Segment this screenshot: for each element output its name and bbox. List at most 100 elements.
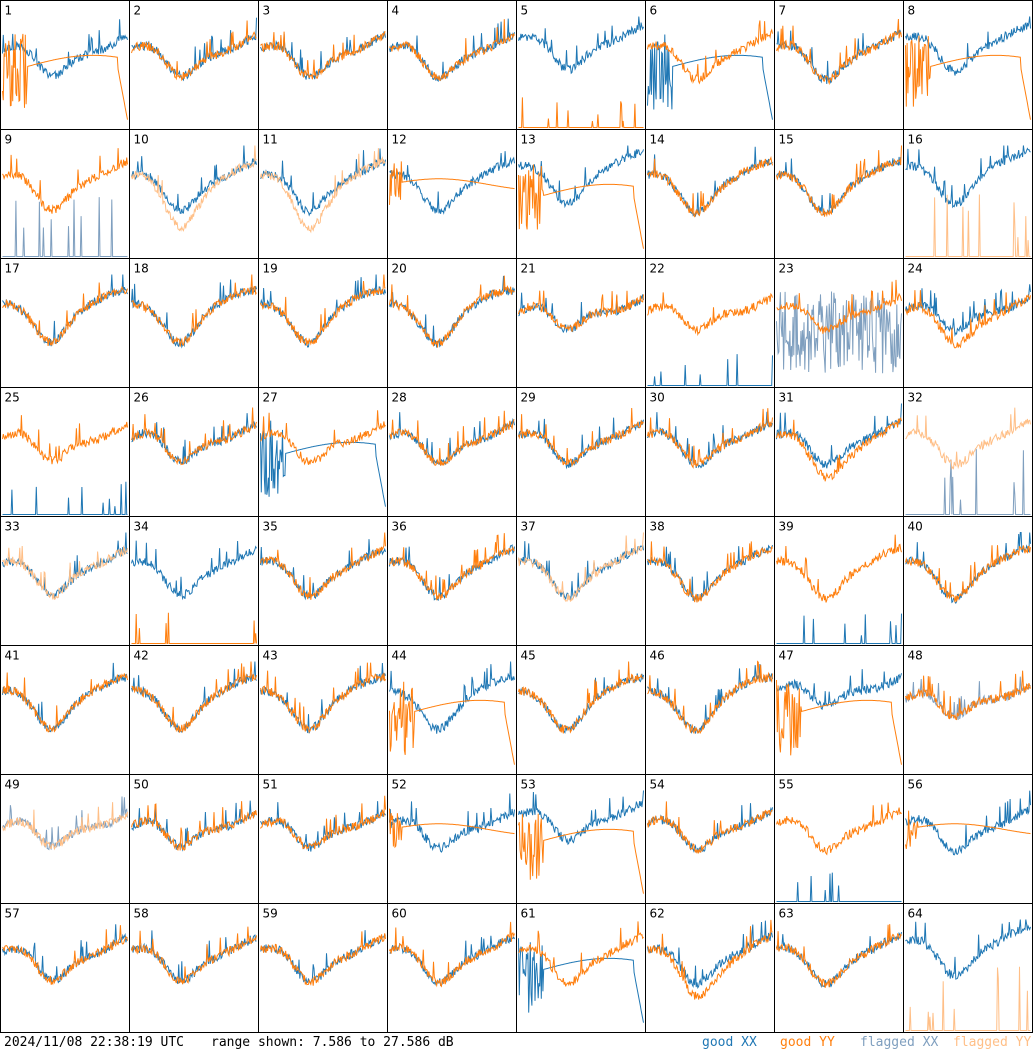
series-xx-panel-22 [647,354,773,386]
panel-23: 23 [774,258,904,388]
panel-frame [387,774,517,904]
panel-label: 8 [908,4,916,18]
panel-frame [129,258,259,388]
series-xx-panel-25 [2,481,128,515]
panel-label: 14 [650,133,665,147]
panel-label: 19 [263,262,278,276]
panel-34: 34 [129,516,259,646]
series-yy-panel-19 [260,274,386,346]
panel-label: 26 [134,391,149,405]
panel-label: 61 [521,907,536,921]
series-xx-panel-27 [260,420,386,507]
panel-21: 21 [516,258,646,388]
panel-56: 56 [903,774,1033,904]
series-yy-panel-58 [131,926,257,985]
panel-label: 40 [908,520,923,534]
panel-frame [387,258,517,388]
series-xx-panel-9 [2,197,128,257]
panel-label: 44 [392,649,407,663]
panel-label: 21 [521,262,536,276]
panel-6: 6 [645,0,775,130]
panel-label: 23 [779,262,794,276]
panel-64: 64 [903,903,1033,1033]
panel-label: 10 [134,133,149,147]
series-yy-panel-39 [776,534,902,603]
series-yy-panel-42 [131,661,257,734]
panel-59: 59 [258,903,388,1033]
panel-label: 28 [392,391,407,405]
series-yy-panel-4 [389,19,515,82]
panel-28: 28 [387,387,517,517]
series-xx-panel-36 [389,544,515,601]
series-yy-panel-59 [260,931,386,986]
panel-label: 35 [263,520,278,534]
panel-label: 6 [650,4,658,18]
legend-good-yy: good YY [780,1035,835,1050]
panel-label: 47 [779,649,794,663]
panel-frame [258,387,388,517]
series-xx-panel-24 [905,284,1031,337]
series-yy-panel-55 [776,802,902,856]
series-yy-panel-49 [2,802,128,851]
panel-frame [129,516,259,646]
series-yy-panel-24 [905,290,1031,349]
panel-frame [0,645,130,775]
panel-45: 45 [516,645,646,775]
panel-label: 63 [779,907,794,921]
panel-frame [645,387,775,517]
panel-label: 12 [392,133,407,147]
panel-49: 49 [0,774,130,904]
panel-frame [516,387,646,517]
panel-36: 36 [387,516,517,646]
series-yy-panel-44 [389,681,515,765]
panel-63: 63 [774,903,904,1033]
panel-label: 41 [5,649,20,663]
panel-4: 4 [387,0,517,130]
series-xx-panel-53 [518,790,644,846]
series-yy-panel-8 [905,35,1031,120]
series-xx-panel-34 [131,540,257,601]
panel-frame [387,0,517,130]
panel-label: 50 [134,778,149,792]
panel-label: 34 [134,520,149,534]
series-yy-panel-56 [905,810,1031,849]
series-xx-panel-41 [2,662,128,733]
series-yy-panel-31 [776,417,902,482]
panel-2: 2 [129,0,259,130]
series-yy-panel-26 [131,407,257,466]
series-xx-panel-3 [260,31,386,80]
panel-label: 39 [779,520,794,534]
series-yy-panel-45 [518,661,644,734]
timestamp: 2024/11/08 22:38:19 UTC [4,1035,185,1050]
panel-35: 35 [258,516,388,646]
panel-frame [258,129,388,259]
panel-frame [645,903,775,1033]
panel-54: 54 [645,774,775,904]
series-yy-panel-2 [131,20,257,82]
panel-3: 3 [258,0,388,130]
series-xx-panel-59 [260,930,386,984]
panel-43: 43 [258,645,388,775]
series-yy-panel-5 [518,97,644,128]
panel-32: 32 [903,387,1033,517]
panel-1: 1 [0,0,130,130]
panel-label: 49 [5,778,20,792]
panel-29: 29 [516,387,646,517]
series-xx-panel-26 [131,413,257,466]
panel-label: 22 [650,262,665,276]
panel-7: 7 [774,0,904,130]
panel-label: 38 [650,520,665,534]
panel-label: 42 [134,649,149,663]
panel-label: 62 [650,907,665,921]
panel-label: 54 [650,778,665,792]
series-xx-panel-60 [389,935,515,987]
panel-label: 11 [263,133,278,147]
series-yy-panel-43 [260,662,386,734]
panel-label: 29 [521,391,536,405]
panel-10: 10 [129,129,259,259]
panel-label: 56 [908,778,923,792]
panel-47: 47 [774,645,904,775]
panel-61: 61 [516,903,646,1033]
panel-20: 20 [387,258,517,388]
panel-40: 40 [903,516,1033,646]
